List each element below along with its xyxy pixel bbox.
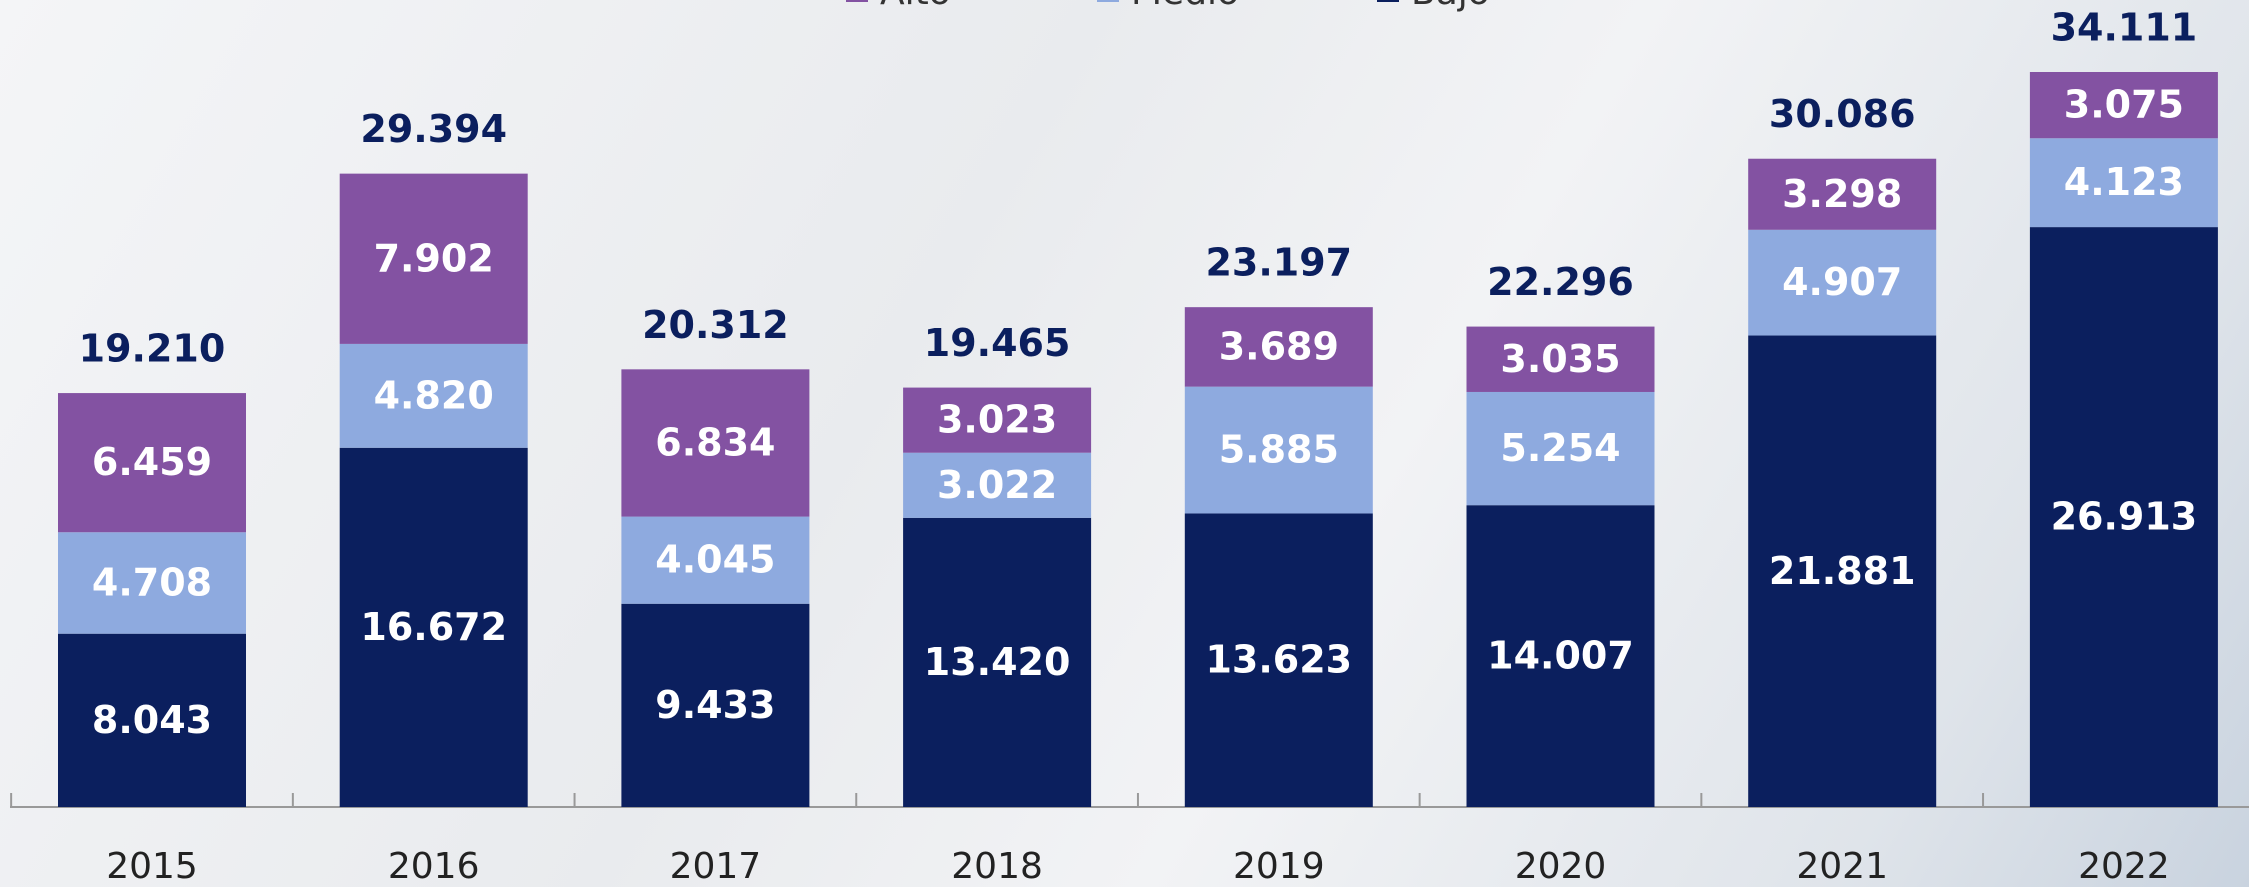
segment-label: 6.834 — [655, 420, 775, 464]
x-tick-label: 2016 — [388, 846, 480, 887]
segment-label: 3.298 — [1782, 172, 1902, 216]
segment-label: 3.035 — [1500, 337, 1620, 381]
segment-label: 4.123 — [2064, 160, 2184, 204]
legend-label: Bajo — [1411, 0, 1490, 13]
x-tick-label: 2021 — [1796, 846, 1888, 887]
segment-label: 13.420 — [924, 640, 1071, 684]
total-label: 30.086 — [1769, 92, 1916, 136]
segment-label: 3.075 — [2064, 83, 2184, 127]
segment-label: 4.708 — [92, 560, 212, 604]
segment-label: 3.689 — [1219, 324, 1339, 368]
segment-label: 21.881 — [1769, 549, 1916, 593]
x-tick-label: 2015 — [106, 846, 198, 887]
total-label: 19.210 — [79, 327, 226, 371]
x-tick-label: 2022 — [2078, 846, 2170, 887]
total-label: 29.394 — [360, 107, 507, 151]
segment-label: 9.433 — [655, 683, 775, 727]
legend-swatch — [846, 0, 868, 2]
segment-label: 13.623 — [1205, 638, 1352, 682]
x-tick-label: 2020 — [1515, 846, 1607, 887]
segment-label: 4.907 — [1782, 260, 1902, 304]
total-label: 23.197 — [1205, 241, 1352, 285]
total-label: 19.465 — [924, 321, 1071, 365]
total-label: 22.296 — [1487, 260, 1634, 304]
segment-label: 16.672 — [360, 605, 507, 649]
legend-swatch — [1377, 0, 1399, 2]
x-tick-label: 2018 — [951, 846, 1043, 887]
segment-label: 3.022 — [937, 463, 1057, 507]
segment-label: 14.007 — [1487, 634, 1634, 678]
segment-label: 4.820 — [374, 373, 494, 417]
segment-label: 26.913 — [2051, 495, 2198, 539]
segment-label: 5.254 — [1500, 426, 1620, 470]
legend-label: Medio — [1131, 0, 1239, 13]
segment-label: 3.023 — [937, 398, 1057, 442]
legend-swatch — [1097, 0, 1119, 2]
segment-label: 6.459 — [92, 440, 212, 484]
x-tick-label: 2017 — [670, 846, 762, 887]
segment-label: 5.885 — [1219, 428, 1339, 472]
chart: Bajo Medio Alto 8.043 4.708 6.459 19.210 2015 16… — [0, 0, 2249, 887]
x-tick-label: 2019 — [1233, 846, 1325, 887]
total-label: 34.111 — [2051, 6, 2198, 50]
segment-label: 4.045 — [655, 538, 775, 582]
legend-label: Alto — [880, 0, 951, 13]
segment-label: 8.043 — [92, 698, 212, 742]
total-label: 20.312 — [642, 303, 789, 347]
segment-label: 7.902 — [374, 236, 494, 280]
